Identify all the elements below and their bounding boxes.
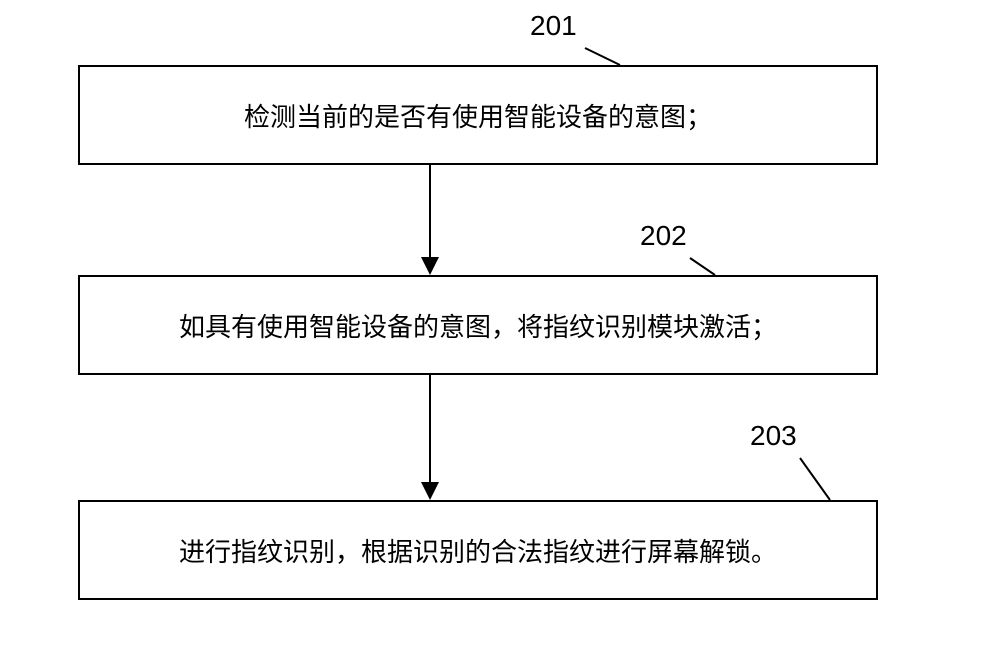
arrow-head-201-202 xyxy=(421,257,439,275)
step-box-202: 如具有使用智能设备的意图，将指纹识别模块激活； xyxy=(78,275,878,375)
step-text-202: 如具有使用智能设备的意图，将指纹识别模块激活； xyxy=(179,307,777,344)
flowchart-container: 201 检测当前的是否有使用智能设备的意图； 202 如具有使用智能设备的意图，… xyxy=(0,0,1000,663)
arrow-201-202 xyxy=(429,165,431,259)
step-label-201: 201 xyxy=(530,10,577,42)
arrow-head-202-203 xyxy=(421,482,439,500)
step-text-203: 进行指纹识别，根据识别的合法指纹进行屏幕解锁。 xyxy=(179,532,777,569)
step-text-201: 检测当前的是否有使用智能设备的意图； xyxy=(244,97,712,134)
step-label-203: 203 xyxy=(750,420,797,452)
step-label-202: 202 xyxy=(640,220,687,252)
step-box-201: 检测当前的是否有使用智能设备的意图； xyxy=(78,65,878,165)
step-box-203: 进行指纹识别，根据识别的合法指纹进行屏幕解锁。 xyxy=(78,500,878,600)
arrow-202-203 xyxy=(429,375,431,484)
